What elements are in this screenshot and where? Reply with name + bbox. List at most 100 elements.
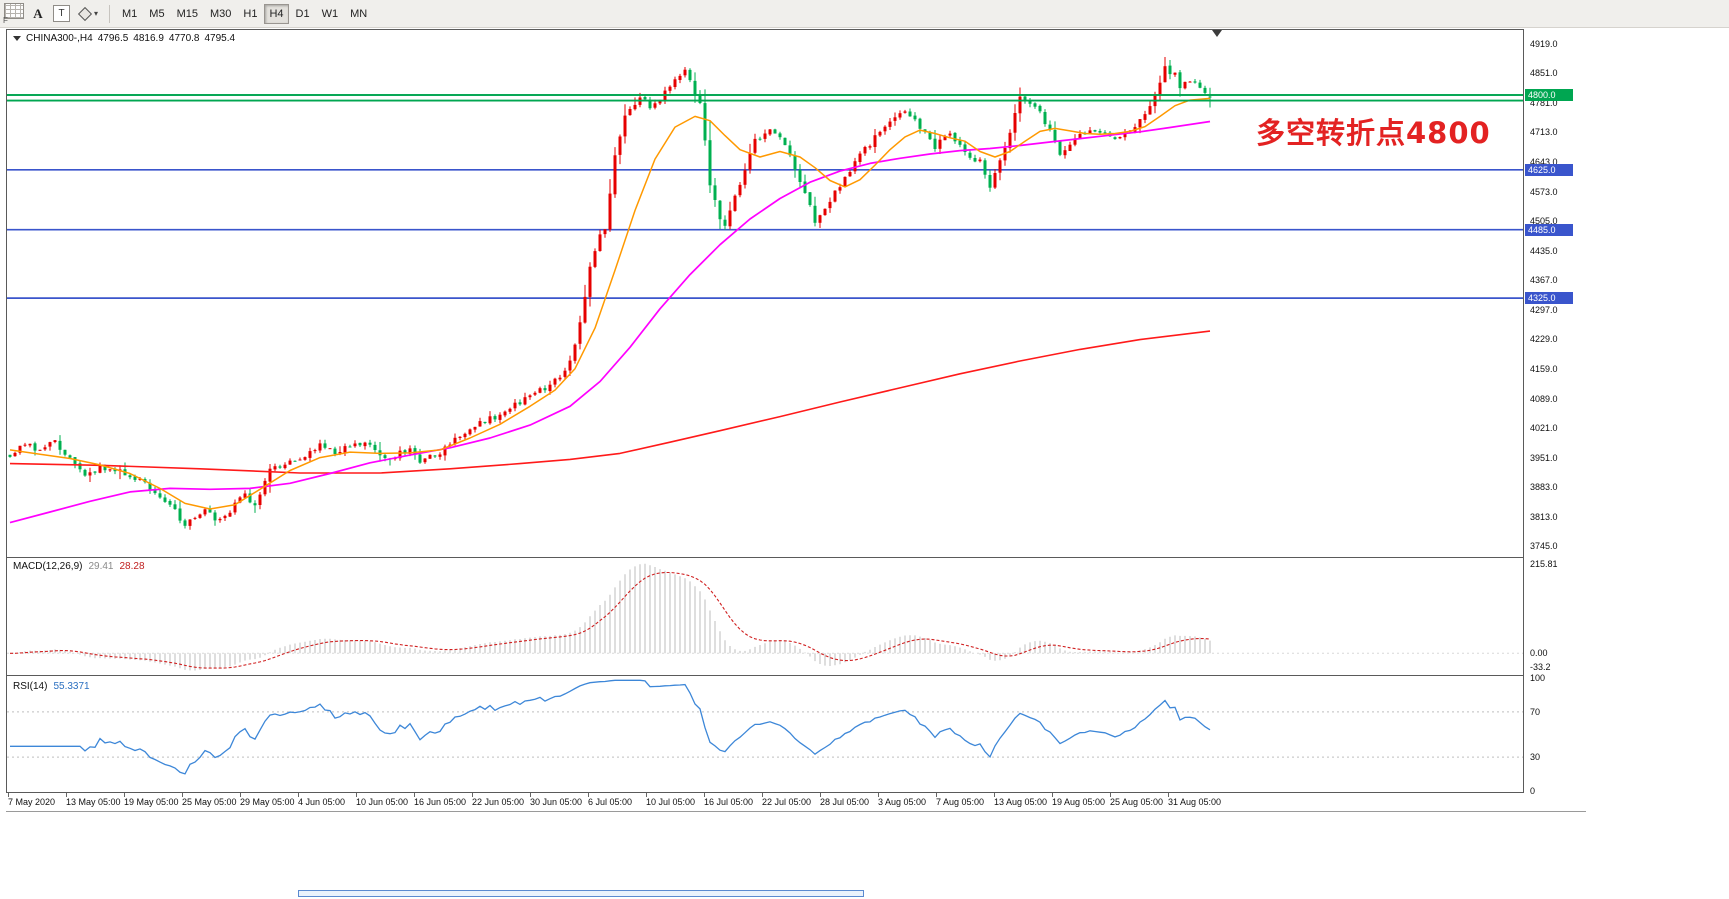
timeframe-button-m30[interactable]: M30 <box>205 4 236 24</box>
timeframe-group: M1 M5 M15 M30 H1 H4 D1 W1 MN <box>116 3 373 24</box>
time-axis-label: 13 May 05:00 <box>66 797 121 807</box>
time-axis-tick <box>646 793 647 797</box>
chart-text-annotation: 多空转折点4800 <box>1256 116 1491 150</box>
macd-axis-label: 215.81 <box>1530 559 1558 569</box>
time-axis-label: 19 Aug 05:00 <box>1052 797 1106 807</box>
timeframe-button-h4[interactable]: H4 <box>264 3 289 24</box>
label-a-button[interactable]: A <box>29 4 47 24</box>
time-axis-label: 30 Jun 05:00 <box>530 797 583 807</box>
price-axis-label: 4021.0 <box>1530 423 1558 433</box>
time-axis-tick <box>762 793 763 797</box>
time-axis-tick <box>472 793 473 797</box>
rsi-axis-label: 100 <box>1530 673 1546 683</box>
time-axis-tick <box>878 793 879 797</box>
time-axis-label: 29 May 05:00 <box>240 797 295 807</box>
time-axis-label: 6 Jul 05:00 <box>588 797 633 807</box>
time-axis-label: 16 Jun 05:00 <box>414 797 467 807</box>
timeframe-button-h1[interactable]: H1 <box>238 4 262 24</box>
price-axis-label: 4435.0 <box>1530 246 1558 256</box>
time-axis-tick <box>588 793 589 797</box>
symbol-name: CHINA300-,H4 <box>26 33 93 44</box>
time-axis-label: 19 May 05:00 <box>124 797 179 807</box>
time-axis-tick <box>8 793 9 797</box>
ohlc-high: 4816.9 <box>133 33 164 44</box>
time-axis-label: 10 Jul 05:00 <box>646 797 696 807</box>
price-line-badge: 4485.0 <box>1525 224 1573 236</box>
time-axis-tick <box>1052 793 1053 797</box>
timeframe-button-d1[interactable]: D1 <box>291 4 315 24</box>
time-axis-label: 31 Aug 05:00 <box>1168 797 1222 807</box>
time-axis-tick <box>1110 793 1111 797</box>
text-t-button[interactable]: T <box>49 4 74 24</box>
time-axis-tick <box>298 793 299 797</box>
rsi-axis-label: 70 <box>1530 707 1541 717</box>
price-axis-label: 4573.0 <box>1530 187 1558 197</box>
time-axis-tick <box>704 793 705 797</box>
price-axis-label: 4367.0 <box>1530 275 1558 285</box>
time-axis-tick <box>1168 793 1169 797</box>
price-axis-label: 4781.0 <box>1530 98 1558 108</box>
macd-axis-label: -33.2 <box>1530 662 1551 672</box>
bottom-strip <box>298 890 864 897</box>
time-axis-label: 25 Aug 05:00 <box>1110 797 1164 807</box>
price-axis-label: 3745.0 <box>1530 541 1558 551</box>
grid-icon[interactable] <box>4 2 24 19</box>
rsi-value: 55.3371 <box>53 681 90 692</box>
ohlc-low: 4770.8 <box>168 33 200 44</box>
time-axis-tick <box>530 793 531 797</box>
price-line-badge: 4800.0 <box>1525 89 1573 101</box>
time-axis-tick <box>240 793 241 797</box>
price-axis-label: 4089.0 <box>1530 394 1558 404</box>
rsi-name: RSI(14) <box>13 681 48 692</box>
time-axis-tick <box>994 793 995 797</box>
time-axis-label: 25 May 05:00 <box>182 797 237 807</box>
rsi-label: RSI(14) 55.3371 <box>13 681 90 692</box>
time-axis-tick <box>820 793 821 797</box>
price-axis-label: 3951.0 <box>1530 453 1558 463</box>
rsi-axis-label: 30 <box>1530 752 1541 762</box>
chevron-down-icon: ▾ <box>94 9 99 18</box>
timeframe-button-mn[interactable]: MN <box>345 4 372 24</box>
price-axis-label: 4713.0 <box>1530 127 1558 137</box>
macd-label: MACD(12,26,9) 29.41 28.28 <box>13 561 145 572</box>
timeframe-button-m5[interactable]: M5 <box>144 4 169 24</box>
corner-letter: F <box>3 16 8 25</box>
timeframe-button-m15[interactable]: M15 <box>172 4 203 24</box>
time-axis-tick <box>182 793 183 797</box>
rsi-axis-label: 0 <box>1530 786 1536 796</box>
price-axis-label: 3813.0 <box>1530 512 1558 522</box>
time-axis-label: 22 Jul 05:00 <box>762 797 812 807</box>
time-axis-label: 10 Jun 05:00 <box>356 797 409 807</box>
price-axis-label: 4505.0 <box>1530 216 1558 226</box>
price-axis-label: 4159.0 <box>1530 364 1558 374</box>
shapes-dropdown[interactable]: ▾ <box>76 4 102 24</box>
macd-signal-value: 28.28 <box>119 561 145 572</box>
price-axis-label: 4919.0 <box>1530 39 1558 49</box>
symbol-marker-icon <box>13 36 21 41</box>
price-line-badge: 4325.0 <box>1525 292 1573 304</box>
shape-icon <box>77 6 93 21</box>
toolbar: F A T ▾ M1 M5 M15 M30 H1 H4 D1 W1 MN <box>0 0 1729 28</box>
macd-axis-label: 0.00 <box>1530 648 1548 658</box>
time-axis-label: 22 Jun 05:00 <box>472 797 525 807</box>
price-axis-label: 4643.0 <box>1530 157 1558 167</box>
price-axis-label: 3883.0 <box>1530 482 1558 492</box>
ohlc-open: 4796.5 <box>97 33 129 44</box>
text-tool-icon: T <box>53 5 70 22</box>
chart-shift-marker[interactable] <box>1212 30 1222 37</box>
time-axis-tick <box>66 793 67 797</box>
time-axis-tick <box>356 793 357 797</box>
time-axis-label: 7 Aug 05:00 <box>936 797 985 807</box>
time-axis-label: 16 Jul 05:00 <box>704 797 754 807</box>
price-line-badge: 4625.0 <box>1525 164 1573 176</box>
time-axis-tick <box>124 793 125 797</box>
time-axis-tick <box>936 793 937 797</box>
symbol-ohlc-label: CHINA300-,H4 4796.5 4816.9 4770.8 4795.4 <box>13 33 240 44</box>
timeframe-button-m1[interactable]: M1 <box>117 4 142 24</box>
price-axis-label: 4297.0 <box>1530 305 1558 315</box>
macd-main-value: 29.41 <box>88 561 114 572</box>
timeframe-button-w1[interactable]: W1 <box>317 4 344 24</box>
time-axis-label: 4 Jun 05:00 <box>298 797 346 807</box>
ohlc-close: 4795.4 <box>204 33 236 44</box>
macd-name: MACD(12,26,9) <box>13 561 83 572</box>
